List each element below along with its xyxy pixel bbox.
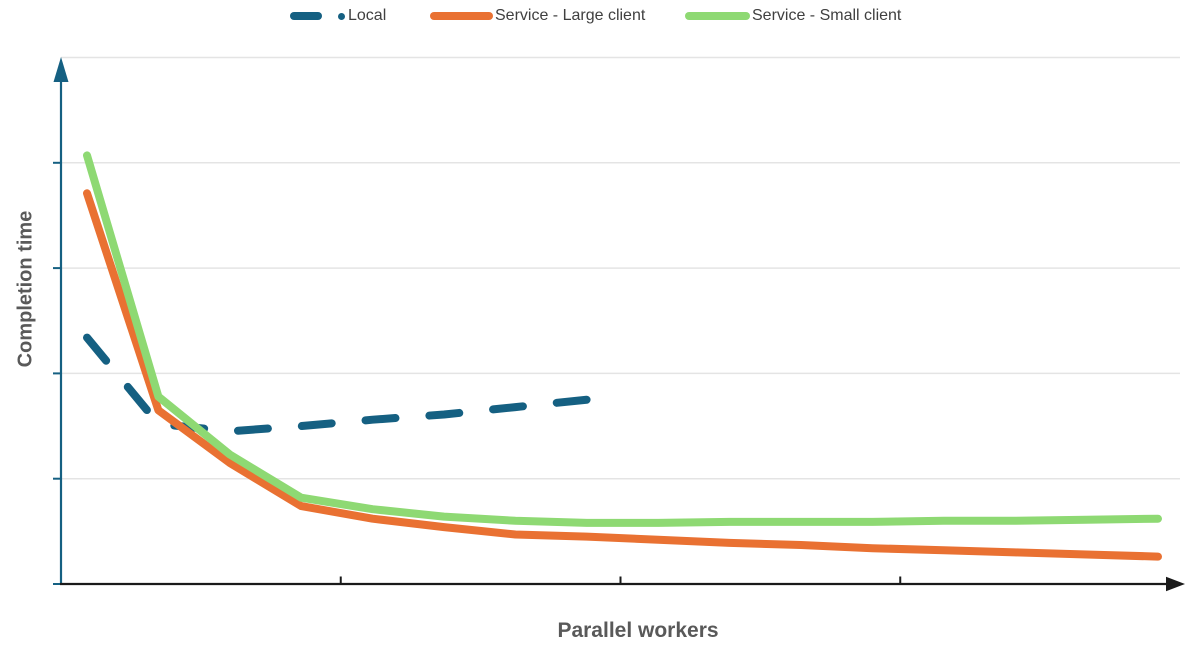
service-small-line-swatch-icon bbox=[685, 12, 750, 20]
legend-label-service-large: Service - Large client bbox=[495, 7, 646, 24]
legend-item-local: Local bbox=[290, 6, 386, 26]
series-line-service-large-client bbox=[83, 189, 1162, 561]
x-axis-arrow-icon bbox=[1166, 576, 1185, 592]
legend-label-service-small: Service - Small client bbox=[752, 7, 902, 24]
legend: Local Service - Large client Service - S… bbox=[0, 0, 1200, 32]
series-line-local bbox=[83, 333, 591, 436]
local-marker-dot-icon bbox=[338, 12, 345, 20]
legend-item-service-large: Service - Large client bbox=[430, 6, 645, 26]
x-axis-title: Parallel workers bbox=[557, 619, 719, 642]
y-axis-arrow-icon bbox=[53, 57, 69, 82]
legend-label-local: Local bbox=[348, 7, 387, 24]
local-dashed-line-swatch-icon bbox=[290, 12, 322, 20]
service-large-line-swatch-icon bbox=[430, 12, 493, 20]
series-line-service-small-client bbox=[83, 151, 1162, 527]
y-axis-title: Completion time bbox=[14, 210, 37, 368]
legend-item-service-small: Service - Small client bbox=[685, 6, 901, 26]
